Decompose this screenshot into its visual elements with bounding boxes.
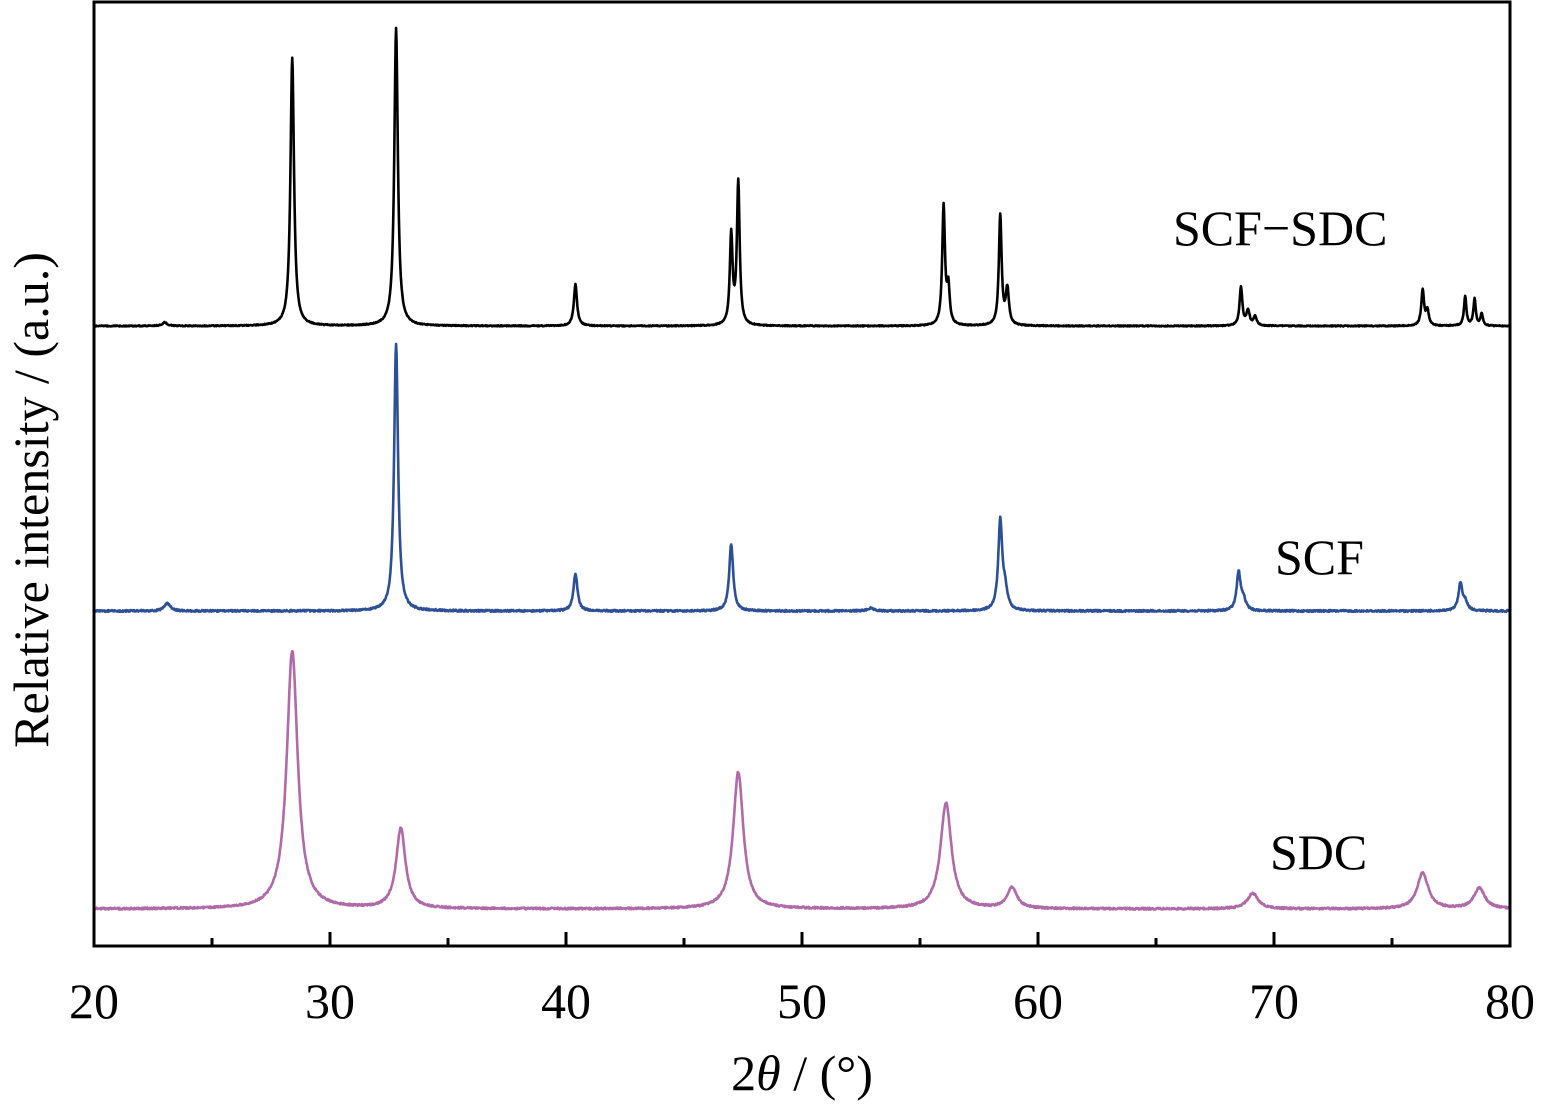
- x-tick-label: 40: [541, 973, 591, 1029]
- x-tick-label: 50: [777, 973, 827, 1029]
- series-line-scf: [93, 342, 1512, 614]
- plot-traces: [92, 26, 1512, 911]
- series-label-sdc: SDC: [1270, 824, 1367, 880]
- series-line-sdc: [92, 649, 1511, 911]
- x-axis-ticks: [92, 932, 1512, 946]
- series-label-scf-sdc: SCF−SDC: [1173, 200, 1387, 256]
- x-tick-label: 70: [1249, 973, 1299, 1029]
- series-line-scf-sdc: [93, 26, 1511, 328]
- series-label-scf: SCF: [1275, 529, 1364, 585]
- x-tick-label: 60: [1013, 973, 1063, 1029]
- plot-frame: [92, 0, 1512, 948]
- y-axis-title: Relative intensity / (a.u.): [3, 252, 59, 748]
- x-axis-tick-labels: 20 30 40 50 60 70 80: [69, 973, 1535, 1029]
- x-tick-label: 80: [1485, 973, 1535, 1029]
- x-tick-label: 20: [69, 973, 119, 1029]
- x-axis-title: 2θ / (°): [731, 1045, 873, 1101]
- x-tick-label: 30: [305, 973, 355, 1029]
